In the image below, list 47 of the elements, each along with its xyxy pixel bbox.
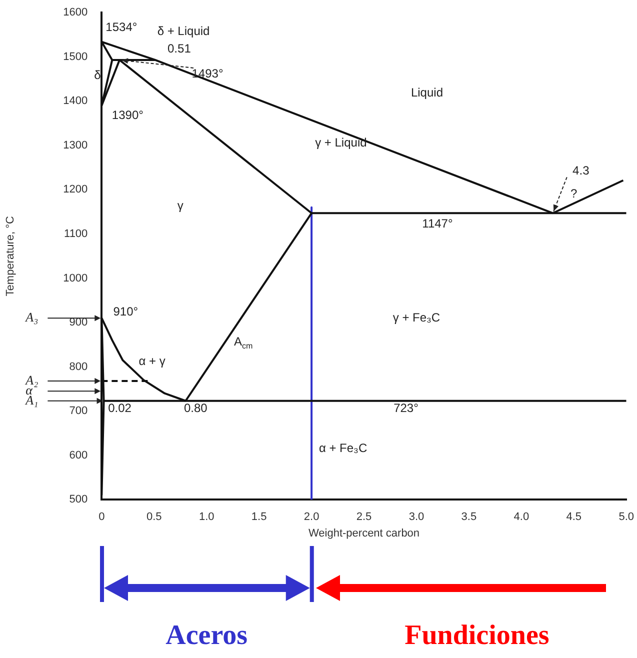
annotation: γ + Fe₃C [392, 310, 440, 324]
annotation: 910° [113, 304, 138, 318]
annotation: 4.3 [572, 163, 590, 178]
annotation: A₃ [24, 310, 38, 325]
annotation: α + Fe₃C [318, 441, 368, 455]
y-tick-label: 600 [69, 449, 88, 462]
text: δ [94, 68, 102, 82]
x-tick-label: 2.5 [356, 511, 372, 524]
y-tick-label: 1100 [64, 228, 88, 240]
y-axis-title: Temperature, °C [4, 216, 17, 296]
y-tick-label: 500 [69, 494, 88, 506]
annotation: 1534° [106, 20, 138, 34]
annotation: γ + Liquid [315, 136, 367, 150]
x-tick-label: 1.0 [198, 511, 214, 524]
annotation: 1147° [422, 216, 453, 230]
y-tick-label: 800 [69, 360, 88, 373]
annotation: δ + Liquid [157, 24, 210, 38]
x-tick-label: 5.0 [618, 511, 634, 524]
y-tick-label: 1200 [63, 184, 88, 196]
y-tick-label: 1000 [63, 272, 88, 284]
x-tick-label: 0.5 [146, 511, 162, 524]
y-tick-label: 1400 [63, 95, 88, 108]
annotation: 723° [394, 401, 419, 416]
y-tick-label: 1500 [63, 50, 88, 63]
annotation: 0.80 [184, 401, 208, 416]
annotation: 1390° [112, 108, 144, 122]
x-tick-label: 0 [98, 511, 105, 524]
annotation: α + γ [138, 354, 166, 368]
x-tick-label: 3.0 [408, 511, 424, 524]
x-tick-label: 3.5 [461, 511, 477, 524]
y-tick-label: 1600 [63, 6, 88, 19]
annotation: ? [570, 186, 578, 200]
y-tick-label: 700 [69, 405, 88, 418]
annotation: γ [177, 198, 184, 212]
x-axis-title: Weight-percent carbon [308, 527, 420, 540]
x-tick-label: 2.0 [304, 511, 320, 524]
text: Fundiciones [404, 620, 550, 652]
annotation: A₂ [24, 372, 39, 388]
annotation: 0.02 [108, 401, 132, 416]
annotation: 0.51 [168, 41, 192, 56]
text: Aceros [166, 620, 248, 652]
annotation: 1493° [192, 66, 224, 80]
y-tick-label: 1300 [63, 139, 88, 152]
x-tick-label: 4.5 [566, 511, 582, 524]
x-tick-label: 1.5 [251, 511, 267, 524]
annotation: Liquid [410, 85, 443, 100]
x-tick-label: 4.0 [514, 511, 530, 524]
